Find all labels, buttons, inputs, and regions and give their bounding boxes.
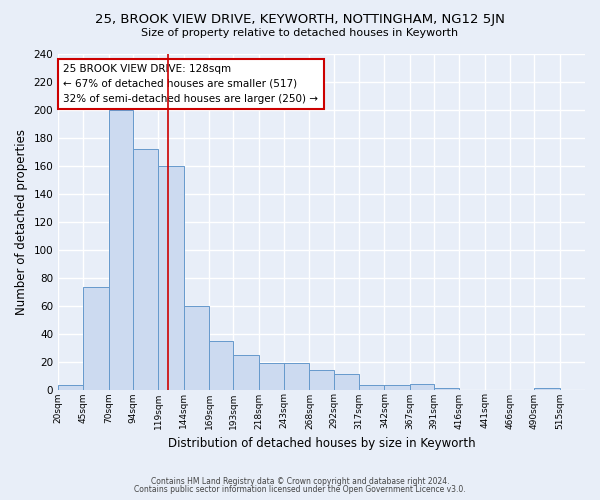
Bar — [133, 149, 158, 390]
Bar — [184, 306, 209, 390]
Bar — [83, 288, 109, 390]
Bar — [310, 370, 334, 390]
Bar — [410, 384, 434, 390]
Bar — [58, 386, 83, 390]
Text: Size of property relative to detached houses in Keyworth: Size of property relative to detached ho… — [142, 28, 458, 38]
Bar — [385, 386, 410, 390]
Bar — [233, 354, 259, 390]
Bar — [259, 363, 284, 390]
Bar — [109, 110, 133, 390]
Bar — [284, 363, 310, 390]
Text: 25 BROOK VIEW DRIVE: 128sqm
← 67% of detached houses are smaller (517)
32% of se: 25 BROOK VIEW DRIVE: 128sqm ← 67% of det… — [64, 64, 319, 104]
Bar — [434, 388, 460, 390]
Bar — [334, 374, 359, 390]
Text: Contains public sector information licensed under the Open Government Licence v3: Contains public sector information licen… — [134, 485, 466, 494]
X-axis label: Distribution of detached houses by size in Keyworth: Distribution of detached houses by size … — [168, 437, 475, 450]
Text: Contains HM Land Registry data © Crown copyright and database right 2024.: Contains HM Land Registry data © Crown c… — [151, 477, 449, 486]
Y-axis label: Number of detached properties: Number of detached properties — [15, 129, 28, 315]
Bar — [359, 386, 385, 390]
Text: 25, BROOK VIEW DRIVE, KEYWORTH, NOTTINGHAM, NG12 5JN: 25, BROOK VIEW DRIVE, KEYWORTH, NOTTINGH… — [95, 12, 505, 26]
Bar — [158, 166, 184, 390]
Bar — [535, 388, 560, 390]
Bar — [209, 340, 233, 390]
